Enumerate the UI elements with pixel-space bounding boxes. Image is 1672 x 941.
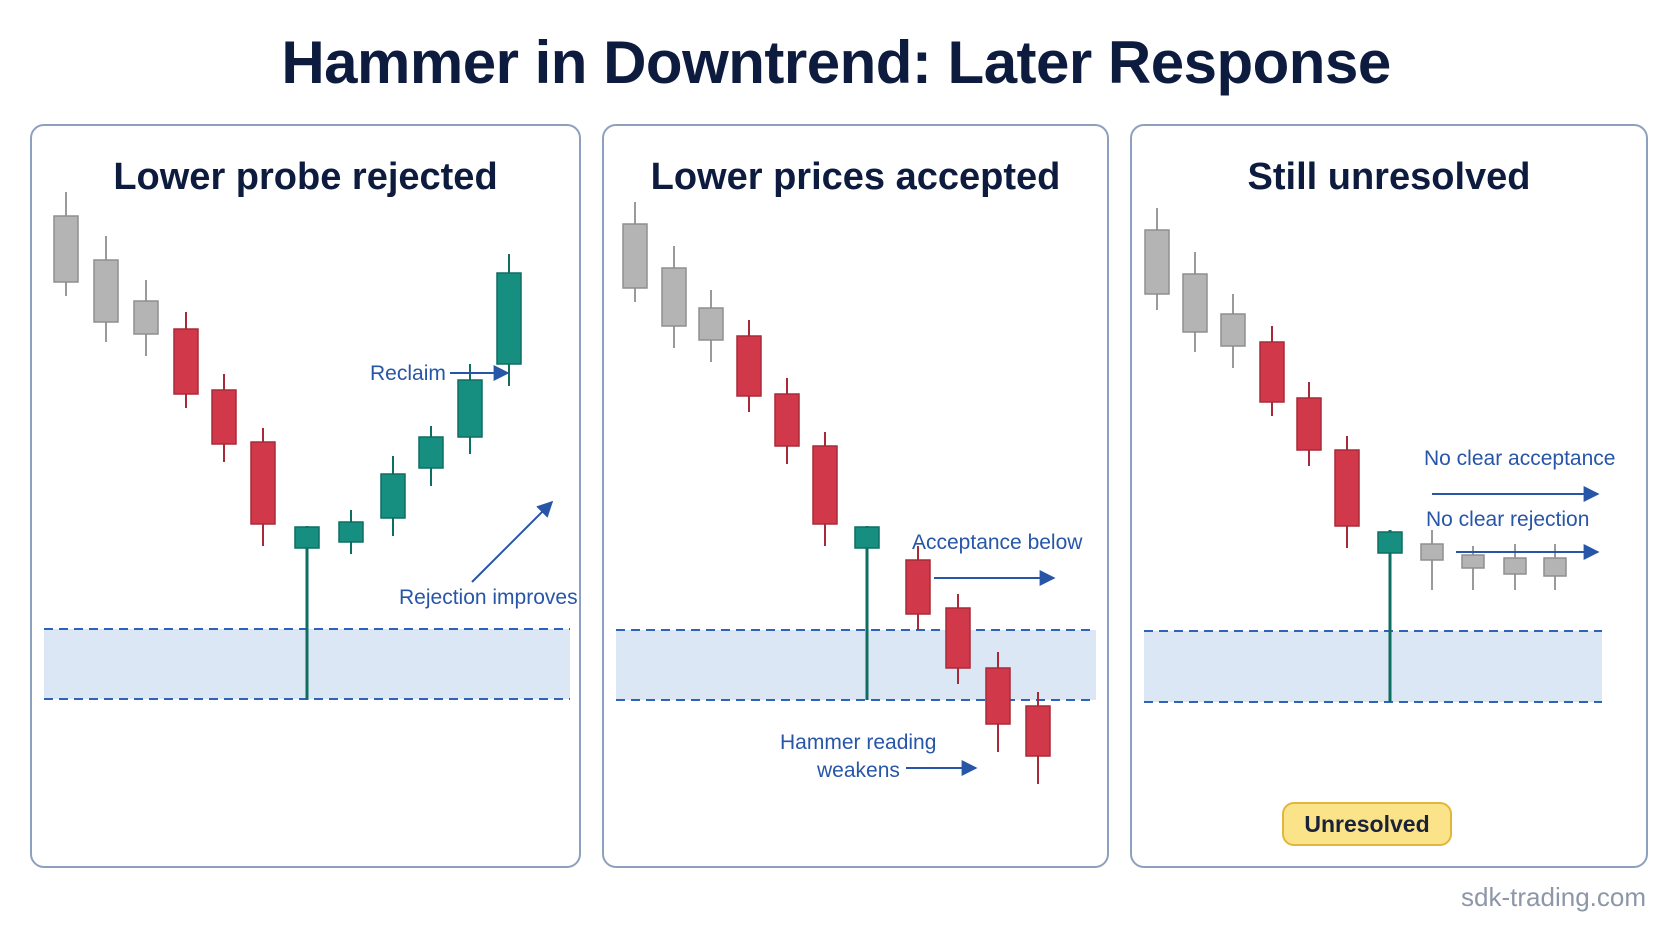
candle: [1144, 208, 1170, 310]
candle-body: [774, 393, 800, 447]
annotation-hammer-reading: Hammer reading: [780, 731, 936, 754]
candle-body: [698, 307, 724, 341]
candle: [93, 236, 119, 342]
panel-lower-probe-rejected: Lower probe rejected Reclaim Rejection i…: [30, 124, 581, 868]
candle-body: [1182, 273, 1208, 333]
hammer-candle: [1377, 530, 1403, 702]
candle-body: [1259, 341, 1285, 403]
candle-body: [1543, 557, 1567, 577]
support-zone: [1144, 631, 1602, 702]
candle: [945, 594, 971, 684]
candle: [380, 456, 406, 536]
candle: [661, 246, 687, 348]
candle: [211, 374, 237, 462]
candle: [736, 320, 762, 412]
candle: [1334, 436, 1360, 548]
candle-body: [1420, 543, 1444, 561]
candles: [622, 202, 1051, 784]
candle-body: [1220, 313, 1246, 347]
annotation-no-clear-acceptance: No clear acceptance: [1424, 447, 1615, 470]
candle-body: [622, 223, 648, 289]
candle-body: [1503, 557, 1527, 575]
candle: [53, 192, 79, 296]
candle: [457, 364, 483, 454]
candle-body: [418, 436, 444, 469]
candle-body: [1144, 229, 1170, 295]
candle: [418, 426, 444, 486]
candle: [1182, 252, 1208, 352]
candle-body: [812, 445, 838, 525]
candle-body: [457, 379, 483, 438]
chart-panel-3: No clear acceptance No clear rejection: [1144, 208, 1615, 703]
candle-body: [380, 473, 406, 519]
candle: [905, 546, 931, 630]
candle-body: [1296, 397, 1322, 451]
candle-body: [173, 328, 199, 395]
arrow-rejection-improves: [471, 500, 554, 583]
panel-still-unresolved: Still unresolved No clear acceptance No …: [1130, 124, 1648, 868]
candle-body: [1377, 531, 1403, 554]
candle-body: [496, 272, 522, 365]
candle-body: [1334, 449, 1360, 527]
candle: [496, 254, 522, 386]
hammer-candle: [294, 526, 320, 700]
candle-body: [905, 559, 931, 615]
candles: [1144, 208, 1567, 702]
chart-panel-1: Reclaim Rejection improves: [44, 192, 578, 700]
unresolved-badge: Unresolved: [1282, 802, 1452, 846]
candle: [812, 432, 838, 546]
candle: [133, 280, 159, 356]
candle: [698, 290, 724, 362]
candle: [985, 652, 1011, 752]
candle: [173, 312, 199, 408]
watermark: sdk-trading.com: [1461, 882, 1646, 912]
candle-body: [338, 521, 364, 543]
candle: [1503, 544, 1527, 590]
annotation-weakens: weakens: [816, 759, 900, 782]
candle: [774, 378, 800, 464]
candle-body: [854, 526, 880, 549]
candle-body: [1461, 554, 1485, 569]
hammer-candle: [854, 526, 880, 700]
annotation-reclaim: Reclaim: [370, 362, 446, 385]
candle-body: [985, 667, 1011, 725]
candle-body: [250, 441, 276, 525]
annotation-no-clear-rejection: No clear rejection: [1426, 508, 1589, 531]
candle-body: [211, 389, 237, 445]
candle-body: [945, 607, 971, 669]
main-title: Hammer in Downtrend: Later Response: [281, 29, 1391, 96]
candle: [622, 202, 648, 302]
candle: [1259, 326, 1285, 416]
candle: [1025, 692, 1051, 784]
chart-panel-2: Acceptance below Hammer reading weakens: [616, 202, 1096, 784]
panel-lower-prices-accepted: Lower prices accepted Acceptance below H…: [602, 124, 1109, 868]
candle: [1220, 294, 1246, 368]
panel-title: Still unresolved: [1247, 156, 1531, 198]
panel-title: Lower probe rejected: [113, 156, 498, 198]
candle-body: [661, 267, 687, 327]
candles: [53, 192, 522, 700]
candle: [1296, 382, 1322, 466]
candle-body: [294, 526, 320, 549]
candle: [338, 510, 364, 554]
annotation-rejection-improves: Rejection improves: [399, 586, 578, 609]
support-zone: [616, 630, 1096, 700]
candle-body: [736, 335, 762, 397]
candle: [250, 428, 276, 546]
candle-body: [133, 300, 159, 335]
annotation-acceptance-below: Acceptance below: [912, 531, 1083, 554]
panel-title: Lower prices accepted: [650, 156, 1061, 198]
candle: [1420, 530, 1444, 590]
candle-body: [1025, 705, 1051, 757]
candle: [1461, 546, 1485, 590]
candle: [1543, 544, 1567, 590]
candle-body: [93, 259, 119, 323]
candle-body: [53, 215, 79, 283]
